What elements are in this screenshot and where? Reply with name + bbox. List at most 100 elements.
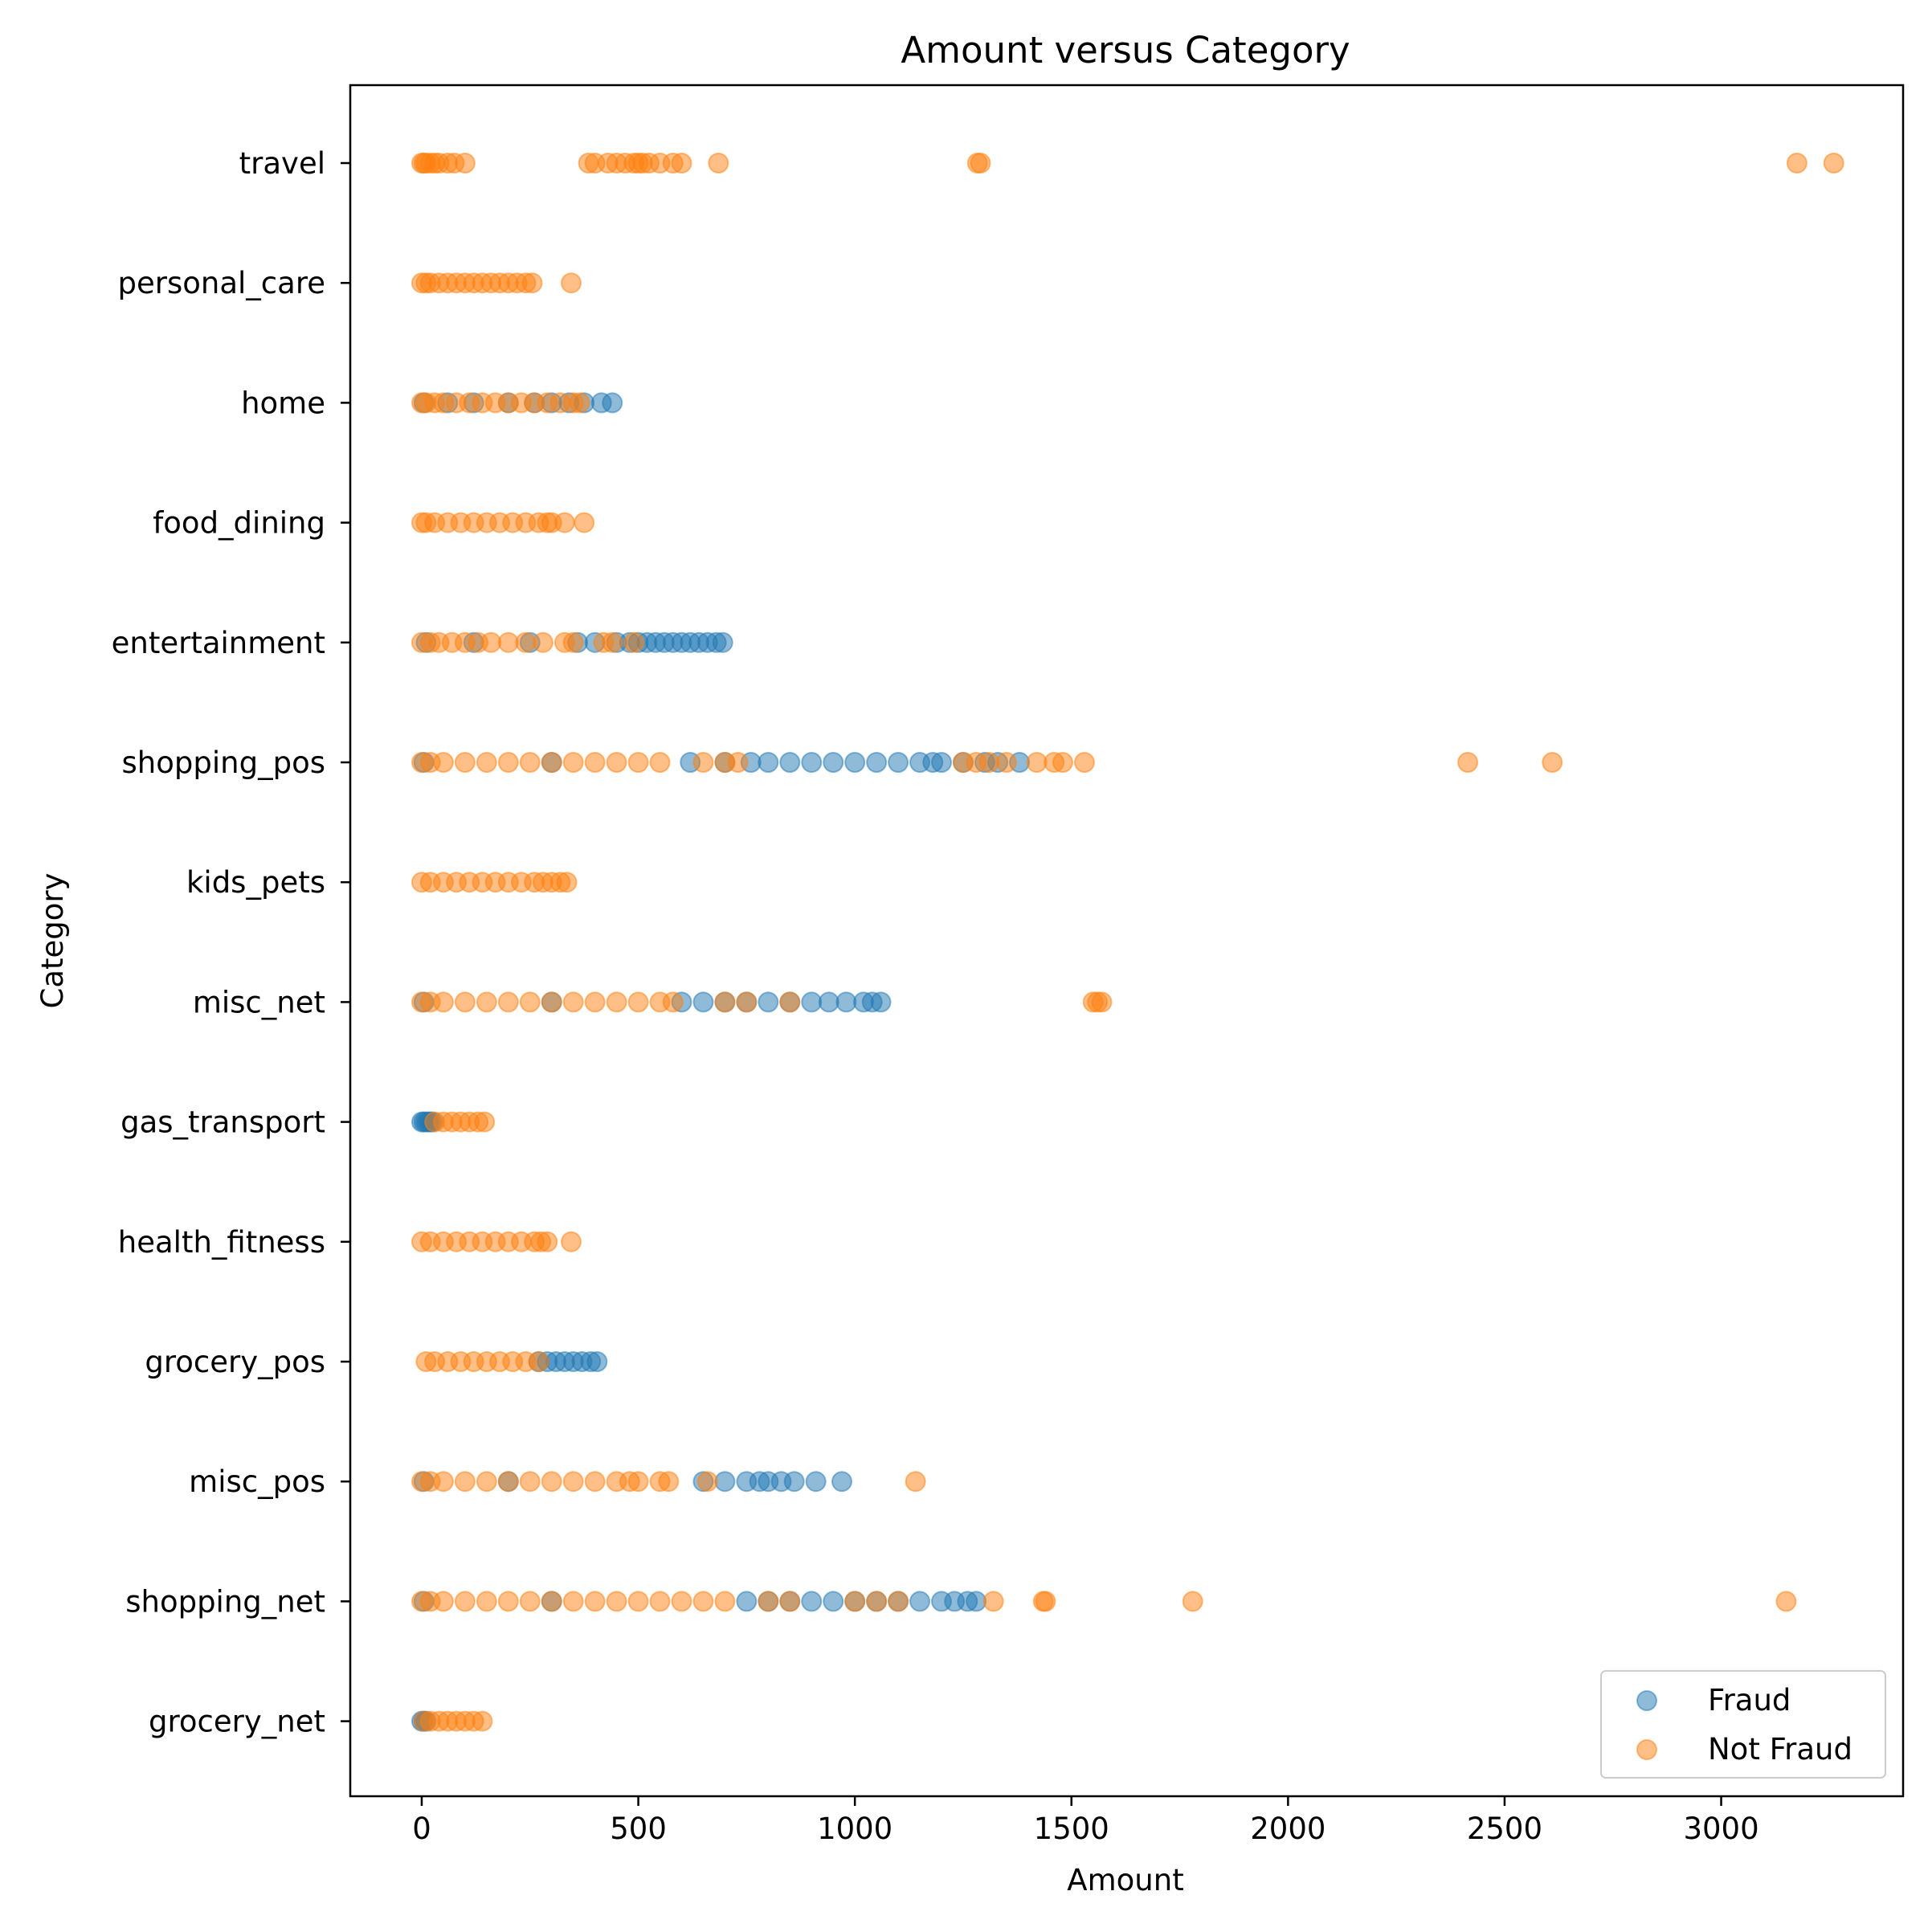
not-fraud-point (432, 1471, 454, 1493)
y-tick-label: personal_care (118, 266, 325, 300)
not-fraud-point (1775, 1591, 1797, 1612)
not-fraud-point (574, 512, 595, 533)
not-fraud-point (606, 991, 627, 1013)
not-fraud-point (497, 631, 519, 653)
not-fraud-point (714, 1591, 736, 1612)
not-fraud-point (476, 991, 497, 1013)
not-fraud-point (779, 991, 801, 1013)
not-fraud-point (541, 752, 562, 773)
y-tick-label: home (241, 386, 325, 420)
not-fraud-point (995, 752, 1017, 773)
fraud-point (758, 752, 779, 773)
not-fraud-point (758, 1591, 779, 1612)
y-tick-label: health_fitness (118, 1225, 325, 1260)
not-fraud-point (454, 1591, 476, 1612)
series-not-fraud (411, 153, 1844, 1732)
y-axis-label: Category (35, 872, 70, 1008)
y-tick-label: entertainment (112, 626, 325, 660)
fraud-point (779, 752, 801, 773)
not-fraud-point (521, 272, 543, 294)
not-fraud-point (497, 1471, 519, 1493)
y-tick-label: kids_pets (186, 865, 325, 900)
fraud-point (866, 752, 888, 773)
not-fraud-point (671, 1591, 692, 1612)
not-fraud-point (779, 1591, 801, 1612)
not-fraud-point (692, 1591, 714, 1612)
not-fraud-point (627, 1471, 649, 1493)
not-fraud-point (562, 752, 584, 773)
not-fraud-point (497, 1591, 519, 1612)
fraud-point (930, 752, 952, 773)
fraud-point (736, 1591, 758, 1612)
not-fraud-point (454, 1471, 476, 1493)
fraud-point (783, 1471, 805, 1493)
not-fraud-point (562, 631, 584, 653)
x-tick-label: 2000 (1250, 1812, 1326, 1846)
not-fraud-point (888, 1591, 909, 1612)
not-fraud-point (476, 1591, 497, 1612)
not-fraud-point (560, 272, 582, 294)
legend-marker-not-fraud (1636, 1739, 1657, 1760)
not-fraud-point (515, 631, 537, 653)
plot-frame (349, 84, 1905, 1798)
not-fraud-point (970, 153, 991, 174)
fraud-point (909, 1591, 931, 1612)
fraud-point (692, 991, 714, 1013)
not-fraud-point (569, 392, 590, 414)
y-tick-label: travel (239, 146, 325, 181)
fraud-point (888, 752, 909, 773)
fraud-point (758, 991, 779, 1013)
not-fraud-point (432, 1591, 454, 1612)
not-fraud-point (866, 1591, 888, 1612)
not-fraud-point (476, 1471, 497, 1493)
not-fraud-point (584, 752, 606, 773)
x-tick-label: 1500 (1034, 1812, 1109, 1846)
not-fraud-point (1786, 153, 1808, 174)
y-tick-label: misc_net (193, 985, 325, 1019)
fraud-point (870, 991, 892, 1013)
fraud-point (714, 1471, 736, 1493)
x-tick-label: 1000 (817, 1812, 893, 1846)
not-fraud-point (649, 752, 671, 773)
legend-box (1600, 1670, 1886, 1779)
not-fraud-point (528, 1351, 549, 1372)
not-fraud-point (541, 1591, 562, 1612)
not-fraud-point (1073, 752, 1095, 773)
fraud-point (586, 1351, 608, 1372)
fraud-point (823, 1591, 844, 1612)
not-fraud-point (692, 752, 714, 773)
not-fraud-point (623, 631, 645, 653)
not-fraud-point (497, 752, 519, 773)
not-fraud-point (606, 1591, 627, 1612)
x-tick-label: 3000 (1683, 1812, 1758, 1846)
not-fraud-point (562, 991, 584, 1013)
not-fraud-point (627, 1591, 649, 1612)
not-fraud-point (584, 1591, 606, 1612)
fraud-point (966, 1591, 987, 1612)
not-fraud-point (627, 752, 649, 773)
fraud-point (602, 392, 623, 414)
not-fraud-point (480, 631, 502, 653)
not-fraud-point (671, 153, 692, 174)
not-fraud-point (519, 752, 541, 773)
not-fraud-point (708, 153, 729, 174)
not-fraud-point (432, 991, 454, 1013)
x-axis-label: Amount (1067, 1863, 1183, 1897)
fraud-point (844, 752, 866, 773)
not-fraud-point (982, 1591, 1004, 1612)
not-fraud-point (627, 991, 649, 1013)
not-fraud-point (584, 991, 606, 1013)
not-fraud-point (905, 1471, 926, 1493)
not-fraud-point (658, 1471, 680, 1493)
not-fraud-point (454, 153, 476, 174)
not-fraud-point (454, 991, 476, 1013)
not-fraud-point (519, 1591, 541, 1612)
not-fraud-point (474, 1111, 496, 1133)
chart-title: Amount versus Category (901, 29, 1350, 71)
not-fraud-point (1052, 752, 1073, 773)
not-fraud-point (844, 1591, 866, 1612)
legend-marker-fraud (1636, 1690, 1657, 1711)
not-fraud-point (519, 1471, 541, 1493)
not-fraud-point (541, 991, 562, 1013)
